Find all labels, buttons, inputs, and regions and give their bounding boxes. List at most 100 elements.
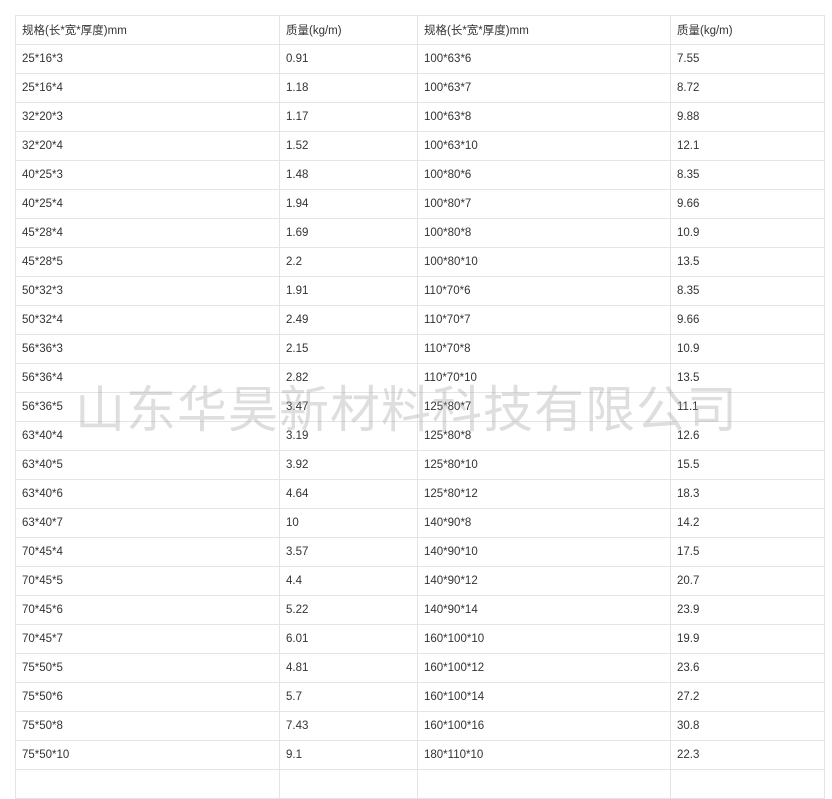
spec-cell: 140*90*10 bbox=[417, 537, 671, 567]
weight-cell: 2.15 bbox=[279, 334, 418, 364]
spec-cell: 100*80*8 bbox=[417, 218, 671, 248]
spec-cell: 100*80*6 bbox=[417, 160, 671, 190]
spec-cell: 45*28*4 bbox=[15, 218, 280, 248]
table-row: 32*20*4 1.52 100*63*10 12.1 bbox=[15, 131, 825, 161]
weight-cell: 1.69 bbox=[279, 218, 418, 248]
spec-cell: 32*20*3 bbox=[15, 102, 280, 132]
table-row: 56*36*4 2.82 110*70*10 13.5 bbox=[15, 363, 825, 393]
table-row: 63*40*6 4.64 125*80*12 18.3 bbox=[15, 479, 825, 509]
spec-cell: 160*100*16 bbox=[417, 711, 671, 741]
spec-cell: 40*25*3 bbox=[15, 160, 280, 190]
table-row: 56*36*5 3.47 125*80*7 11.1 bbox=[15, 392, 825, 422]
weight-cell: 1.48 bbox=[279, 160, 418, 190]
weight-cell: 9.1 bbox=[279, 740, 418, 770]
spec-cell: 56*36*3 bbox=[15, 334, 280, 364]
weight-table: 规格(长*宽*厚度)mm 质量(kg/m) 规格(长*宽*厚度)mm 质量(kg… bbox=[15, 15, 825, 799]
weight-cell: 10.9 bbox=[670, 334, 825, 364]
weight-cell: 9.66 bbox=[670, 305, 825, 335]
weight-cell: 12.6 bbox=[670, 421, 825, 451]
spec-cell: 63*40*4 bbox=[15, 421, 280, 451]
spec-cell: 75*50*5 bbox=[15, 653, 280, 683]
spec-cell: 70*45*7 bbox=[15, 624, 280, 654]
spec-cell: 110*70*6 bbox=[417, 276, 671, 306]
weight-cell: 7.43 bbox=[279, 711, 418, 741]
spec-cell: 100*63*8 bbox=[417, 102, 671, 132]
weight-cell: 1.52 bbox=[279, 131, 418, 161]
spec-cell: 140*90*12 bbox=[417, 566, 671, 596]
spec-cell: 63*40*7 bbox=[15, 508, 280, 538]
weight-cell: 10 bbox=[279, 508, 418, 538]
spec-cell: 63*40*6 bbox=[15, 479, 280, 509]
weight-cell: 17.5 bbox=[670, 537, 825, 567]
weight-cell: 3.92 bbox=[279, 450, 418, 480]
weight-cell: 5.7 bbox=[279, 682, 418, 712]
table-row: 40*25*3 1.48 100*80*6 8.35 bbox=[15, 160, 825, 190]
weight-cell: 5.22 bbox=[279, 595, 418, 625]
weight-cell: 27.2 bbox=[670, 682, 825, 712]
spec-cell: 50*32*4 bbox=[15, 305, 280, 335]
empty-cell bbox=[279, 769, 418, 799]
table-row: 70*45*5 4.4 140*90*12 20.7 bbox=[15, 566, 825, 596]
spec-cell: 75*50*10 bbox=[15, 740, 280, 770]
weight-cell: 12.1 bbox=[670, 131, 825, 161]
spec-cell: 56*36*4 bbox=[15, 363, 280, 393]
table-row: 50*32*3 1.91 110*70*6 8.35 bbox=[15, 276, 825, 306]
weight-cell: 1.17 bbox=[279, 102, 418, 132]
weight-cell: 18.3 bbox=[670, 479, 825, 509]
header-cell: 质量(kg/m) bbox=[670, 15, 825, 45]
spec-cell: 140*90*14 bbox=[417, 595, 671, 625]
spec-cell: 100*63*7 bbox=[417, 73, 671, 103]
spec-cell: 70*45*5 bbox=[15, 566, 280, 596]
spec-cell: 160*100*12 bbox=[417, 653, 671, 683]
spec-cell: 100*63*10 bbox=[417, 131, 671, 161]
table-row: 63*40*4 3.19 125*80*8 12.6 bbox=[15, 421, 825, 451]
weight-cell: 8.35 bbox=[670, 160, 825, 190]
weight-cell: 22.3 bbox=[670, 740, 825, 770]
spec-cell: 100*63*6 bbox=[417, 44, 671, 74]
table-row: 75*50*8 7.43 160*100*16 30.8 bbox=[15, 711, 825, 741]
weight-cell: 1.18 bbox=[279, 73, 418, 103]
spec-cell: 125*80*12 bbox=[417, 479, 671, 509]
header-cell: 规格(长*宽*厚度)mm bbox=[15, 15, 280, 45]
table-row: 75*50*6 5.7 160*100*14 27.2 bbox=[15, 682, 825, 712]
weight-cell: 11.1 bbox=[670, 392, 825, 422]
spec-cell: 25*16*3 bbox=[15, 44, 280, 74]
weight-cell: 23.9 bbox=[670, 595, 825, 625]
spec-cell: 110*70*7 bbox=[417, 305, 671, 335]
table-row: 50*32*4 2.49 110*70*7 9.66 bbox=[15, 305, 825, 335]
spec-cell: 50*32*3 bbox=[15, 276, 280, 306]
spec-cell: 100*80*10 bbox=[417, 247, 671, 277]
table-row: 75*50*5 4.81 160*100*12 23.6 bbox=[15, 653, 825, 683]
weight-cell: 1.91 bbox=[279, 276, 418, 306]
table-row: 32*20*3 1.17 100*63*8 9.88 bbox=[15, 102, 825, 132]
spec-cell: 56*36*5 bbox=[15, 392, 280, 422]
weight-cell: 2.82 bbox=[279, 363, 418, 393]
weight-cell: 15.5 bbox=[670, 450, 825, 480]
spec-cell: 180*110*10 bbox=[417, 740, 671, 770]
weight-cell: 8.35 bbox=[670, 276, 825, 306]
weight-cell: 4.81 bbox=[279, 653, 418, 683]
table-row: 56*36*3 2.15 110*70*8 10.9 bbox=[15, 334, 825, 364]
table-row: 40*25*4 1.94 100*80*7 9.66 bbox=[15, 189, 825, 219]
spec-cell: 125*80*10 bbox=[417, 450, 671, 480]
spec-cell: 110*70*10 bbox=[417, 363, 671, 393]
table-row: 63*40*5 3.92 125*80*10 15.5 bbox=[15, 450, 825, 480]
spec-cell: 63*40*5 bbox=[15, 450, 280, 480]
weight-cell: 8.72 bbox=[670, 73, 825, 103]
empty-cell bbox=[15, 769, 280, 799]
header-cell: 规格(长*宽*厚度)mm bbox=[417, 15, 671, 45]
spec-cell: 25*16*4 bbox=[15, 73, 280, 103]
weight-cell: 19.9 bbox=[670, 624, 825, 654]
spec-cell: 125*80*7 bbox=[417, 392, 671, 422]
spec-cell: 100*80*7 bbox=[417, 189, 671, 219]
spec-cell: 70*45*6 bbox=[15, 595, 280, 625]
table-row: 75*50*10 9.1 180*110*10 22.3 bbox=[15, 740, 825, 770]
weight-cell: 20.7 bbox=[670, 566, 825, 596]
spec-cell: 110*70*8 bbox=[417, 334, 671, 364]
spec-cell: 32*20*4 bbox=[15, 131, 280, 161]
spec-cell: 140*90*8 bbox=[417, 508, 671, 538]
weight-cell: 6.01 bbox=[279, 624, 418, 654]
table-row: 45*28*5 2.2 100*80*10 13.5 bbox=[15, 247, 825, 277]
weight-cell: 23.6 bbox=[670, 653, 825, 683]
spec-cell: 160*100*10 bbox=[417, 624, 671, 654]
